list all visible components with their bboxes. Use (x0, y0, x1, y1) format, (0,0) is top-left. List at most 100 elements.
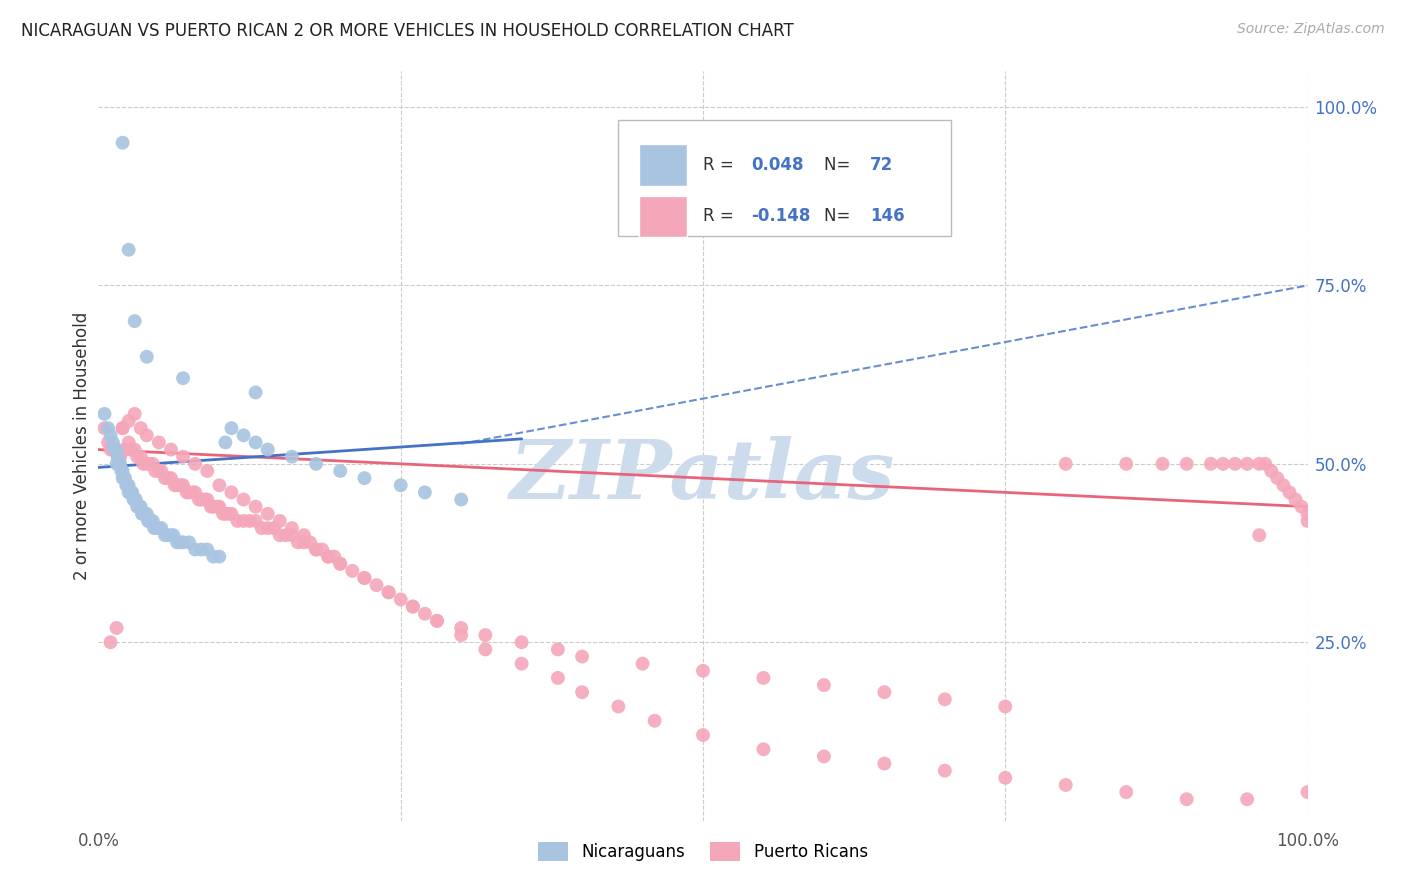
Point (250, 521, 273, 535)
Point (111, 464, 134, 478)
Point (127, 450, 149, 464)
Point (323, 549, 346, 564)
Point (114, 442, 136, 457)
Point (169, 478, 191, 492)
Point (256, 507, 278, 521)
Point (127, 500, 149, 514)
Point (125, 492, 148, 507)
Point (200, 500, 222, 514)
Point (172, 535, 194, 549)
Point (135, 350, 157, 364)
Point (934, 764, 956, 778)
Point (813, 749, 835, 764)
Point (1212, 457, 1234, 471)
Point (1054, 778, 1077, 792)
Point (607, 699, 630, 714)
Point (221, 421, 243, 435)
Point (281, 521, 304, 535)
Point (190, 542, 212, 557)
Point (329, 557, 352, 571)
Point (127, 500, 149, 514)
Point (221, 485, 243, 500)
Point (97, 421, 120, 435)
Point (148, 435, 170, 450)
Point (245, 500, 267, 514)
Point (1249, 528, 1271, 542)
Point (389, 592, 412, 607)
Point (131, 507, 153, 521)
Point (105, 621, 128, 635)
Point (873, 756, 896, 771)
Point (1249, 457, 1271, 471)
Point (184, 542, 207, 557)
Point (105, 442, 128, 457)
Text: N=: N= (824, 156, 855, 174)
Point (169, 535, 191, 549)
Point (160, 442, 183, 457)
Point (256, 521, 278, 535)
Point (153, 528, 176, 542)
Point (124, 442, 146, 457)
Point (118, 478, 141, 492)
Point (150, 521, 173, 535)
Point (263, 521, 285, 535)
Point (1296, 514, 1319, 528)
Point (107, 450, 129, 464)
Point (353, 571, 375, 585)
Point (353, 571, 375, 585)
Point (120, 442, 142, 457)
Point (245, 435, 267, 450)
Point (118, 243, 141, 257)
Point (172, 371, 194, 385)
Point (752, 742, 775, 756)
Point (145, 521, 167, 535)
Point (281, 528, 304, 542)
Point (118, 435, 141, 450)
Point (1267, 471, 1289, 485)
Point (402, 599, 425, 614)
Point (474, 642, 496, 657)
Point (163, 478, 186, 492)
Point (305, 457, 328, 471)
Point (1236, 792, 1258, 806)
Point (162, 528, 184, 542)
Point (305, 542, 328, 557)
Text: R =: R = (703, 207, 740, 225)
Point (1254, 457, 1277, 471)
Point (118, 414, 141, 428)
Point (571, 685, 593, 699)
Point (124, 492, 146, 507)
Point (138, 514, 160, 528)
Point (181, 485, 204, 500)
Point (934, 692, 956, 706)
Text: -0.148: -0.148 (751, 207, 811, 225)
Point (1284, 492, 1306, 507)
Point (1152, 457, 1174, 471)
Point (142, 514, 165, 528)
Point (132, 507, 155, 521)
Point (214, 435, 236, 450)
Point (195, 464, 218, 478)
Point (128, 500, 150, 514)
Point (1199, 457, 1222, 471)
Point (752, 671, 775, 685)
Point (179, 535, 201, 549)
Point (103, 442, 125, 457)
Point (292, 535, 315, 549)
Point (292, 528, 315, 542)
Point (1054, 457, 1077, 471)
Point (114, 471, 136, 485)
Point (138, 457, 160, 471)
Point (100, 428, 122, 442)
Point (873, 685, 896, 699)
Bar (638, 195, 688, 236)
Point (329, 557, 352, 571)
Point (1175, 457, 1198, 471)
Point (214, 507, 236, 521)
Point (129, 450, 152, 464)
Point (1115, 785, 1137, 799)
Point (134, 507, 156, 521)
Point (450, 492, 472, 507)
Point (239, 514, 262, 528)
Point (316, 549, 339, 564)
